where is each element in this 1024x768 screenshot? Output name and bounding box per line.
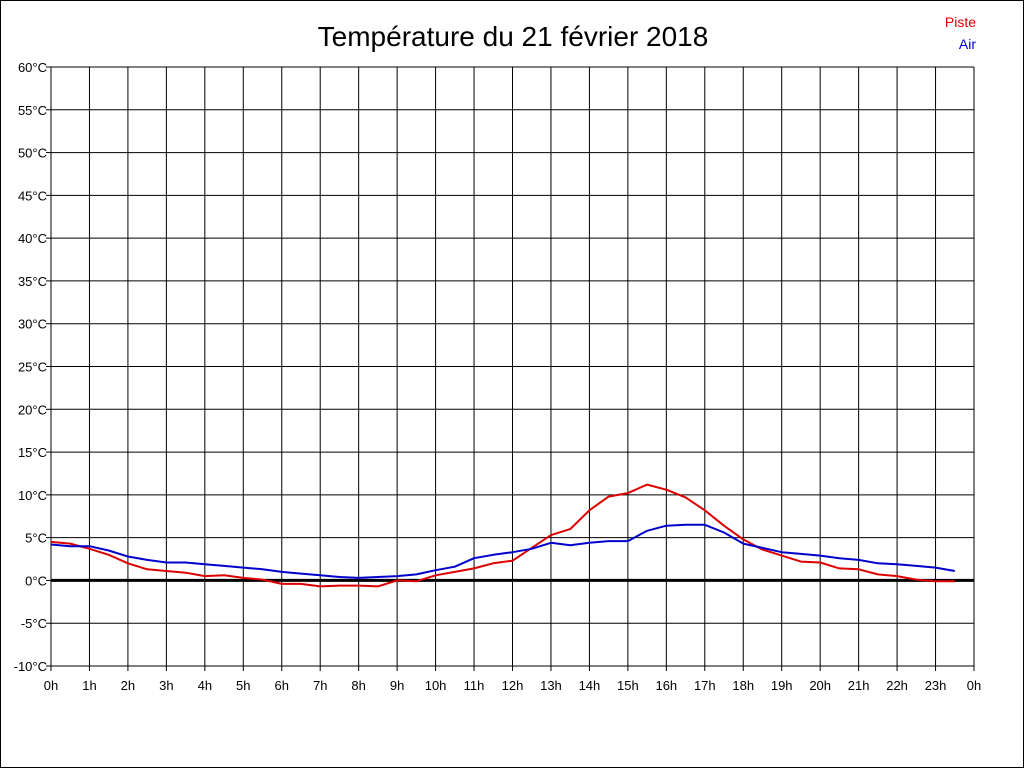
x-tick-label: 0h — [44, 678, 58, 693]
x-tick-label: 17h — [694, 678, 716, 693]
y-tick-label: 0°C — [25, 573, 47, 588]
x-tick-label: 4h — [198, 678, 212, 693]
x-tick-label: 11h — [464, 678, 485, 693]
y-tick-label: 10°C — [18, 488, 47, 503]
y-tick-label: 15°C — [18, 445, 47, 460]
x-tick-label: 19h — [771, 678, 793, 693]
legend-item-air: Air — [959, 36, 976, 52]
x-tick-label: 20h — [809, 678, 831, 693]
y-tick-label: 35°C — [18, 274, 47, 289]
y-tick-label: -5°C — [21, 616, 47, 631]
x-tick-label: 16h — [655, 678, 677, 693]
series-lines — [50, 483, 955, 588]
y-tick-label: 50°C — [18, 146, 47, 161]
y-tick-label: 30°C — [18, 317, 47, 332]
legend: Piste Air — [945, 14, 976, 52]
y-tick-label: 55°C — [18, 103, 47, 118]
y-tick-label: 45°C — [18, 188, 47, 203]
x-tick-label: 7h — [313, 678, 327, 693]
x-tick-label: 15h — [617, 678, 639, 693]
y-tick-label: -10°C — [14, 659, 47, 674]
series-line-piste — [50, 483, 955, 588]
x-tick-label: 22h — [886, 678, 908, 693]
x-tick-label: 0h — [967, 678, 981, 693]
y-tick-label: 5°C — [25, 531, 47, 546]
x-tick-label: 23h — [925, 678, 947, 693]
grid — [46, 66, 975, 671]
x-tick-label: 2h — [121, 678, 135, 693]
x-tick-label: 1h — [82, 678, 96, 693]
x-tick-label: 21h — [848, 678, 870, 693]
x-tick-label: 10h — [425, 678, 447, 693]
x-tick-label: 12h — [502, 678, 524, 693]
chart-title: Température du 21 février 2018 — [318, 21, 709, 52]
x-tick-label: 5h — [236, 678, 250, 693]
series-line-air — [50, 523, 955, 579]
y-tick-label: 20°C — [18, 402, 47, 417]
x-tick-label: 18h — [732, 678, 754, 693]
x-tick-label: 9h — [390, 678, 404, 693]
y-tick-label: 25°C — [18, 360, 47, 375]
y-tick-label: 60°C — [18, 60, 47, 75]
legend-item-piste: Piste — [945, 14, 976, 30]
x-tick-label: 8h — [351, 678, 365, 693]
axis-ticks: 0h 1h 2h 3h 4h 5h 6h 7h 8h 9h 10h 11h 12h 13h 14h 15h 16… — [14, 60, 982, 693]
x-tick-label: 3h — [159, 678, 173, 693]
x-tick-label: 14h — [579, 678, 601, 693]
y-tick-label: 40°C — [18, 231, 47, 246]
x-tick-label: 6h — [275, 678, 289, 693]
x-tick-label: 13h — [540, 678, 562, 693]
